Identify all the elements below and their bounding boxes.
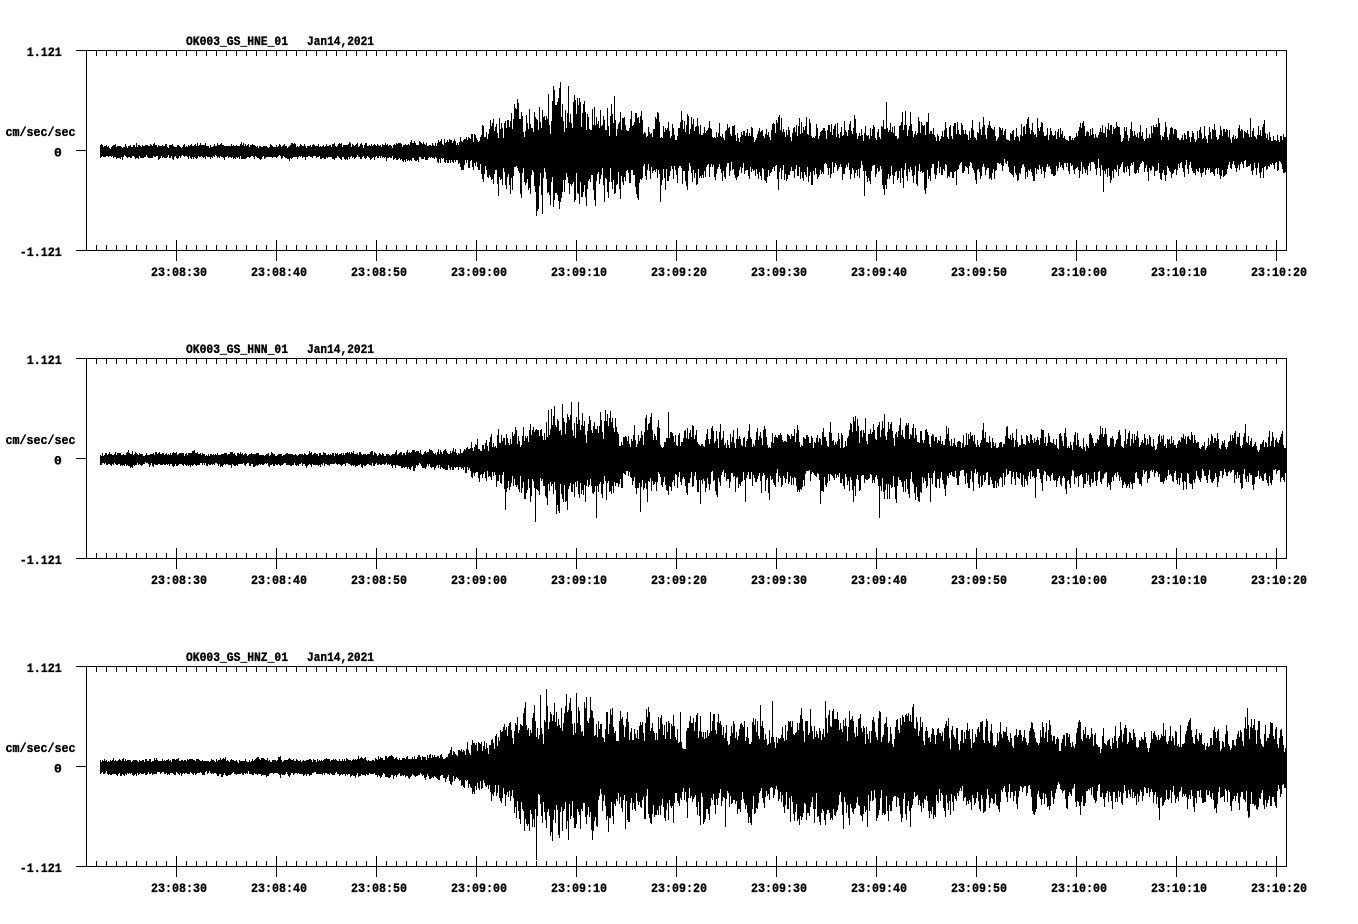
svg-text:23:08:50: 23:08:50: [351, 573, 407, 588]
svg-text:23:10:00: 23:10:00: [1051, 265, 1107, 280]
svg-text:23:08:40: 23:08:40: [251, 265, 307, 280]
svg-text:23:09:20: 23:09:20: [651, 881, 707, 896]
svg-text:23:10:10: 23:10:10: [1151, 265, 1207, 280]
svg-text:cm/sec/sec: cm/sec/sec: [6, 433, 76, 448]
svg-text:OK003_GS_HNN_01: OK003_GS_HNN_01: [186, 342, 288, 357]
svg-text:1.121: 1.121: [27, 45, 62, 60]
svg-text:OK003_GS_HNZ_01: OK003_GS_HNZ_01: [186, 650, 288, 665]
svg-text:23:09:40: 23:09:40: [851, 881, 907, 896]
svg-text:23:10:20: 23:10:20: [1251, 881, 1307, 896]
svg-text:23:09:50: 23:09:50: [951, 573, 1007, 588]
svg-text:23:10:20: 23:10:20: [1251, 573, 1307, 588]
svg-text:-1.121: -1.121: [20, 553, 62, 568]
svg-text:23:08:40: 23:08:40: [251, 881, 307, 896]
svg-text:23:09:40: 23:09:40: [851, 573, 907, 588]
svg-text:23:08:50: 23:08:50: [351, 881, 407, 896]
svg-text:Jan14,2021: Jan14,2021: [307, 342, 374, 357]
svg-text:23:09:10: 23:09:10: [551, 881, 607, 896]
svg-text:23:09:20: 23:09:20: [651, 265, 707, 280]
svg-text:23:09:20: 23:09:20: [651, 573, 707, 588]
svg-text:23:08:50: 23:08:50: [351, 265, 407, 280]
svg-text:23:09:00: 23:09:00: [451, 265, 507, 280]
svg-text:-1.121: -1.121: [20, 245, 62, 260]
svg-text:23:09:30: 23:09:30: [751, 265, 807, 280]
svg-text:23:10:10: 23:10:10: [1151, 573, 1207, 588]
svg-text:0: 0: [54, 146, 62, 161]
svg-text:23:09:10: 23:09:10: [551, 573, 607, 588]
svg-text:23:10:20: 23:10:20: [1251, 265, 1307, 280]
svg-text:23:10:00: 23:10:00: [1051, 881, 1107, 896]
svg-text:23:09:10: 23:09:10: [551, 265, 607, 280]
svg-text:23:08:30: 23:08:30: [151, 881, 207, 896]
svg-text:-1.121: -1.121: [20, 861, 62, 876]
svg-text:23:10:10: 23:10:10: [1151, 881, 1207, 896]
svg-text:Jan14,2021: Jan14,2021: [307, 34, 374, 49]
svg-text:0: 0: [54, 762, 62, 777]
svg-text:OK003_GS_HNE_01: OK003_GS_HNE_01: [186, 34, 288, 49]
svg-text:cm/sec/sec: cm/sec/sec: [6, 125, 76, 140]
svg-text:23:09:30: 23:09:30: [751, 573, 807, 588]
svg-text:23:08:40: 23:08:40: [251, 573, 307, 588]
svg-text:23:08:30: 23:08:30: [151, 265, 207, 280]
svg-text:1.121: 1.121: [27, 661, 62, 676]
svg-text:23:08:30: 23:08:30: [151, 573, 207, 588]
svg-text:Jan14,2021: Jan14,2021: [307, 650, 374, 665]
svg-text:23:09:50: 23:09:50: [951, 265, 1007, 280]
svg-text:0: 0: [54, 454, 62, 469]
svg-text:23:10:00: 23:10:00: [1051, 573, 1107, 588]
svg-text:23:09:30: 23:09:30: [751, 881, 807, 896]
svg-text:cm/sec/sec: cm/sec/sec: [6, 741, 76, 756]
svg-text:23:09:00: 23:09:00: [451, 573, 507, 588]
svg-text:1.121: 1.121: [27, 353, 62, 368]
svg-text:23:09:40: 23:09:40: [851, 265, 907, 280]
svg-text:23:09:00: 23:09:00: [451, 881, 507, 896]
svg-text:23:09:50: 23:09:50: [951, 881, 1007, 896]
